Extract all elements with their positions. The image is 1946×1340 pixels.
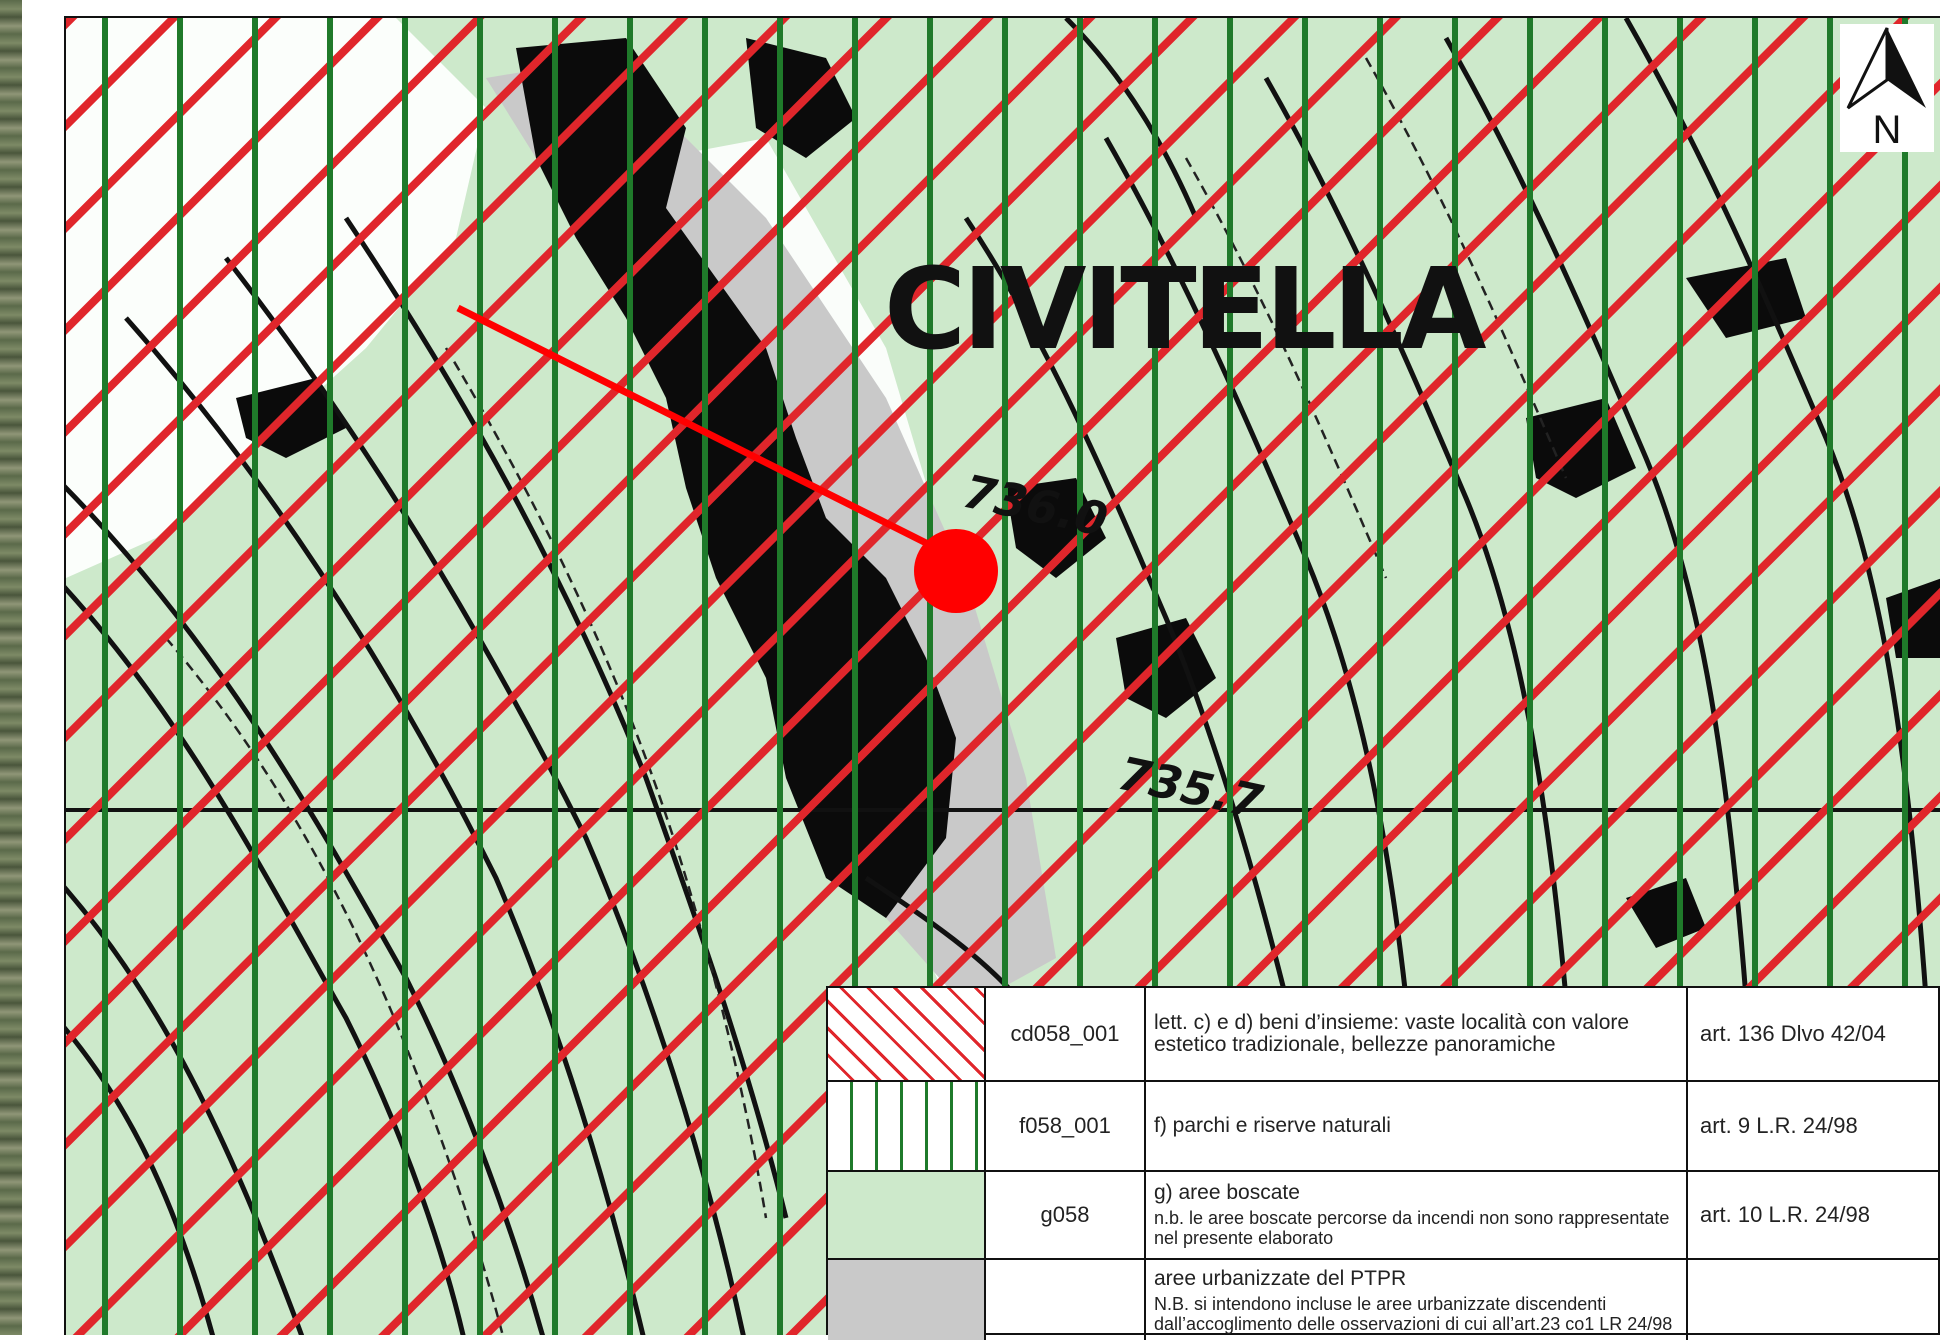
green-vertical-lines-swatch	[828, 1082, 986, 1170]
legend-description: lett. c) e d) beni d’insieme: vaste loca…	[1146, 988, 1688, 1080]
legend-description-text: lett. c) e d) beni d’insieme: vaste loca…	[1154, 1011, 1630, 1056]
legend-description-text: f) parchi e riserve naturali	[1154, 1114, 1391, 1137]
site-location-marker[interactable]	[914, 529, 998, 613]
grey-fill-swatch	[828, 1260, 986, 1340]
light-green-fill-swatch	[828, 1172, 986, 1258]
legend-description: aree urbanizzate del PTPR N.B. si intend…	[1146, 1260, 1688, 1340]
legend-code	[986, 1260, 1146, 1340]
legend-reference: art. 9 L.R. 24/98	[1700, 1113, 1858, 1138]
legend-description: g) aree boscate n.b. le aree boscate per…	[1146, 1172, 1688, 1258]
legend-note-text: n.b. le aree boscate percorse da incendi…	[1154, 1208, 1670, 1248]
marker-leader-line	[456, 304, 958, 562]
legend-reference: art. 10 L.R. 24/98	[1700, 1202, 1870, 1227]
legend-code: g058	[986, 1172, 1146, 1258]
legend-description-text: aree urbanizzate del PTPR	[1154, 1267, 1407, 1290]
legend-row-scenic: cd058_001 lett. c) e d) beni d’insieme: …	[828, 988, 1938, 1082]
legend-description-text: g) aree boscate	[1154, 1181, 1300, 1204]
north-arrow: N	[1840, 24, 1934, 152]
legend-description: f) parchi e riserve naturali	[1146, 1082, 1688, 1170]
red-diagonal-hatch-swatch	[828, 988, 986, 1080]
legend-reference	[1688, 1260, 1938, 1340]
map-legend: cd058_001 lett. c) e d) beni d’insieme: …	[826, 986, 1940, 1340]
satellite-image-edge	[0, 0, 22, 1335]
legend-row-urban: aree urbanizzate del PTPR N.B. si intend…	[828, 1260, 1938, 1340]
town-label: CIVITELLA	[884, 245, 1487, 375]
legend-row-parks: f058_001 f) parchi e riserve naturali ar…	[828, 1082, 1938, 1172]
legend-code: f058_001	[986, 1082, 1146, 1170]
north-arrow-icon	[1846, 27, 1926, 110]
legend-note-text: N.B. si intendono incluse le aree urbani…	[1154, 1294, 1673, 1334]
north-label: N	[1872, 108, 1902, 152]
legend-code: cd058_001	[986, 988, 1146, 1080]
legend-reference: art. 136 Dlvo 42/04	[1700, 1021, 1886, 1046]
legend-row-forest: g058 g) aree boscate n.b. le aree boscat…	[828, 1172, 1938, 1260]
